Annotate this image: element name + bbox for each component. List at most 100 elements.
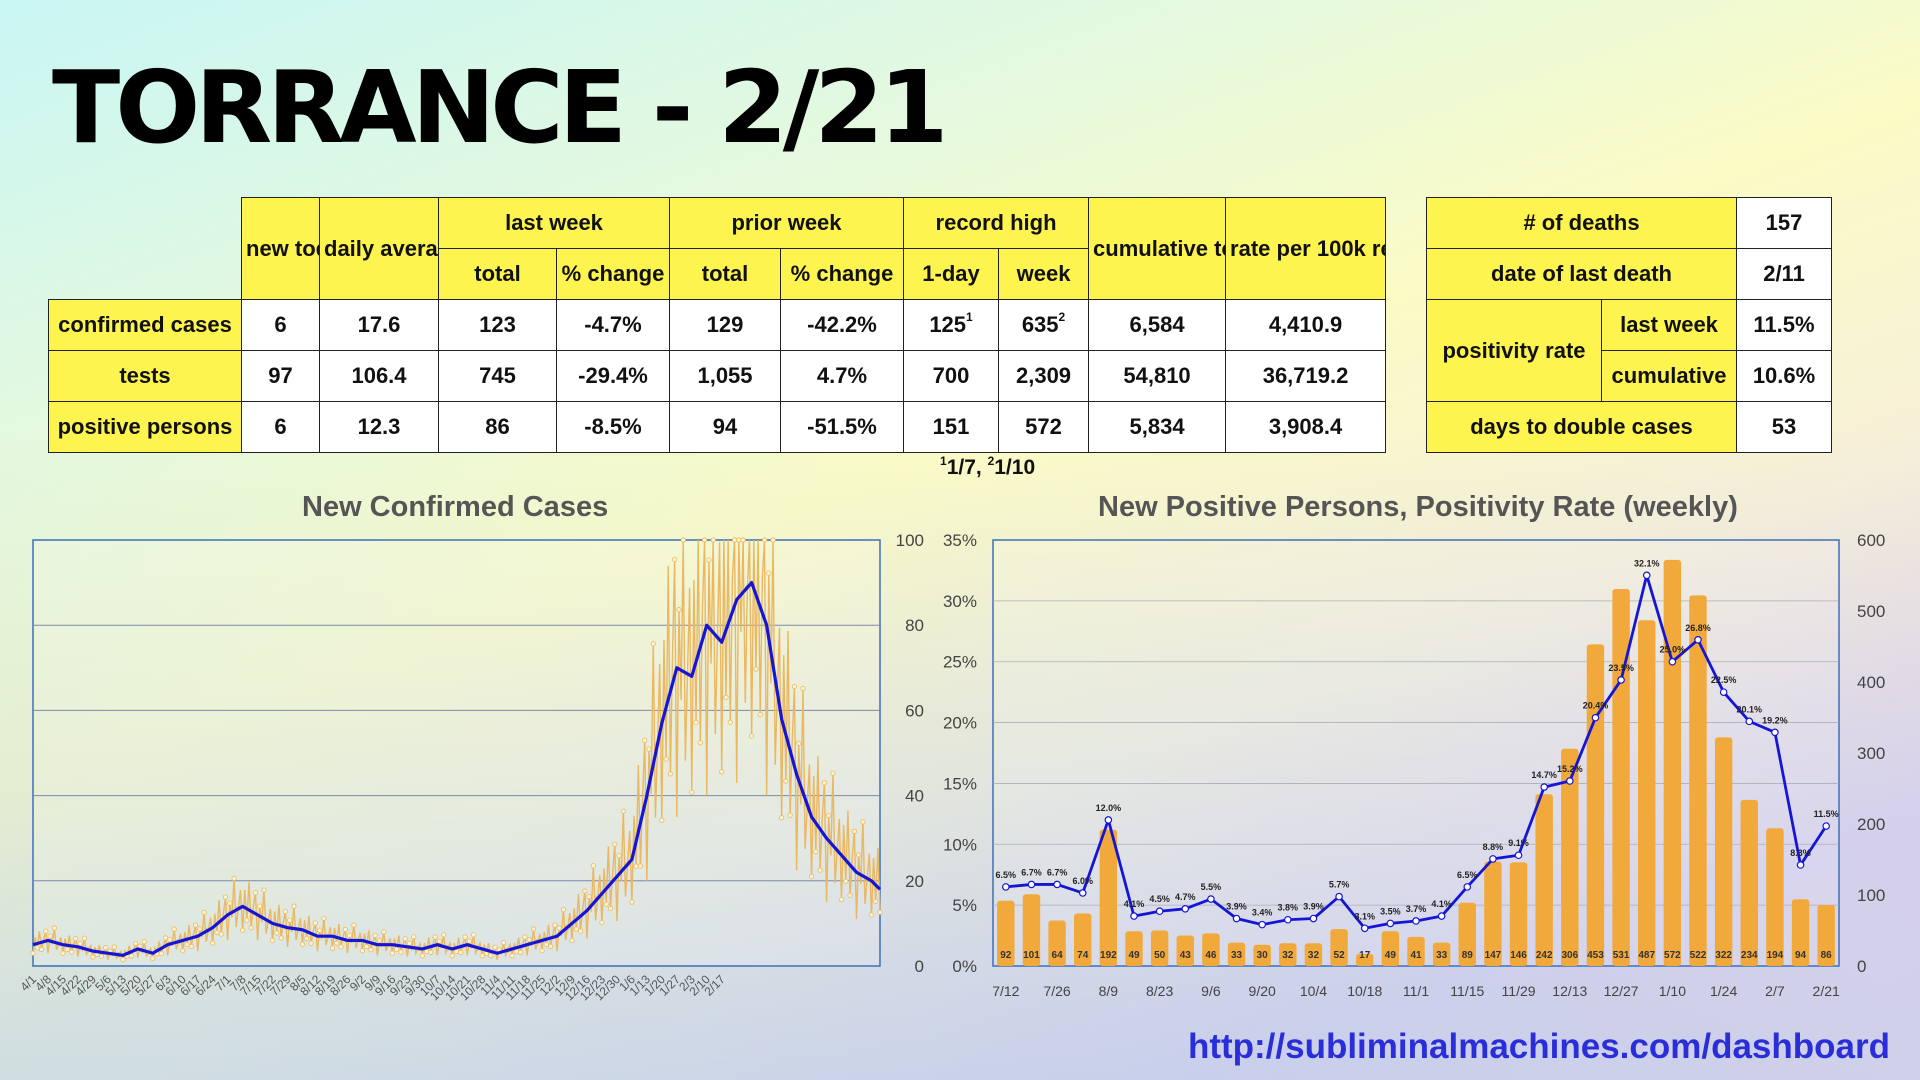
daily-case-point: [629, 899, 635, 905]
daily-case-point: [81, 935, 87, 941]
daily-case-point: [513, 948, 519, 954]
rate-point: [1719, 688, 1728, 696]
daily-case-point: [269, 937, 276, 944]
daily-case-point: [141, 939, 147, 945]
bar: [1279, 943, 1297, 966]
left-axis-tick: 0%: [952, 957, 977, 976]
bar-value-label: 64: [1052, 950, 1064, 961]
cell-pw-total: 129: [669, 299, 781, 351]
bar: [1817, 904, 1835, 966]
x-tick-label: 1/10: [1659, 983, 1686, 999]
rate-point: [1053, 880, 1061, 889]
daily-case-point: [244, 917, 250, 923]
summary-row: date of last death 2/11: [1425, 248, 1833, 300]
daily-case-point: [736, 537, 742, 543]
daily-case-point: [659, 817, 665, 823]
daily-case-point: [334, 940, 340, 946]
cell-new-today: 97: [241, 350, 320, 402]
rate-value-label: 4.5%: [1149, 894, 1170, 904]
cell-cumulative: 54,810: [1088, 350, 1227, 402]
cell-daily-average: 106.4: [319, 350, 439, 402]
daily-case-point: [607, 905, 614, 912]
daily-case-point: [851, 828, 857, 834]
positivity-last-week-value: 11.5%: [1736, 299, 1833, 351]
summary-row: days to double cases 53: [1425, 401, 1833, 453]
dashboard-link[interactable]: http://subliminalmachines.com/dashboard: [1187, 1027, 1890, 1066]
deaths-value: 157: [1736, 197, 1833, 249]
daily-case-point: [43, 928, 49, 934]
bar-value-label: 86: [1821, 950, 1833, 961]
daily-case-point: [103, 945, 109, 951]
bar-value-label: 234: [1741, 950, 1758, 961]
daily-case-point: [637, 863, 644, 869]
header-new-today: new today: [241, 197, 320, 300]
daily-case-point: [287, 917, 293, 923]
daily-case-point: [560, 906, 567, 913]
table-row: tests 97 106.4 745 -29.4% 1,055 4.7% 700…: [48, 350, 1387, 402]
daily-case-point: [133, 940, 139, 947]
bar: [1253, 944, 1271, 966]
daily-case-point: [590, 863, 596, 869]
x-tick-label: 8/23: [1146, 983, 1173, 999]
deaths-label: # of deaths: [1425, 197, 1738, 249]
rate-point: [1232, 914, 1241, 923]
cell-pw-total: 1,055: [669, 350, 781, 402]
header-rate-per-100k: rate per 100k residents: [1225, 197, 1387, 300]
daily-case-point: [586, 894, 592, 900]
footnote-date: 1/10: [994, 456, 1036, 479]
daily-case-point: [646, 746, 652, 752]
daily-case-point: [188, 943, 194, 950]
daily-case-point: [817, 867, 823, 873]
daily-case-point: [163, 935, 169, 941]
cell-record-week: 572: [998, 401, 1090, 453]
page-title: TORRANCE - 2/21: [52, 49, 948, 166]
rate-point: [1796, 861, 1805, 869]
rate-point: [1822, 822, 1830, 830]
bar-value-label: 572: [1664, 950, 1681, 961]
daily-case-point: [830, 770, 836, 776]
daily-case-point: [150, 955, 156, 961]
last-death-value: 2/11: [1736, 248, 1833, 300]
daily-case-point: [432, 934, 438, 940]
daily-case-point: [492, 944, 498, 950]
daily-case-point: [312, 920, 318, 926]
daily-case-point: [197, 926, 203, 932]
rate-value-label: 11.5%: [1814, 809, 1839, 819]
bar-value-label: 89: [1462, 950, 1474, 961]
bar-value-label: 101: [1023, 950, 1040, 961]
daily-case-point: [808, 873, 815, 880]
daily-case-point: [77, 941, 83, 947]
x-tick-label: 7/26: [1043, 983, 1070, 999]
daily-case-point: [582, 888, 588, 894]
daily-case-point: [697, 740, 703, 746]
daily-case-point: [372, 932, 378, 938]
rate-value-label: 3.4%: [1252, 908, 1273, 918]
daily-case-point: [419, 953, 425, 959]
rate-value-label: 3.9%: [1226, 902, 1247, 912]
rate-point: [1412, 917, 1420, 925]
daily-case-point: [257, 903, 263, 909]
rate-value-label: 6.7%: [1047, 867, 1068, 877]
positivity-last-week-label: last week: [1600, 299, 1738, 351]
daily-case-point: [111, 944, 117, 950]
table-header-row: new today daily average last week prior …: [49, 197, 1387, 300]
right-axis-tick: 500: [1857, 602, 1885, 621]
daily-case-point: [672, 556, 678, 563]
daily-case-point: [757, 712, 763, 718]
daily-case-point: [274, 930, 280, 936]
y-tick-label: 40: [905, 787, 924, 806]
cell-rate: 36,719.2: [1225, 350, 1387, 402]
daily-case-point: [210, 940, 216, 946]
daily-case-point: [650, 641, 656, 647]
daily-case-point: [167, 937, 173, 943]
right-axis-tick: 100: [1857, 886, 1885, 905]
positivity-label: positivity rate: [1426, 299, 1602, 402]
daily-case-point: [60, 950, 66, 956]
rate-value-label: 3.8%: [1278, 903, 1299, 913]
daily-case-point: [556, 925, 562, 931]
daily-case-point: [222, 894, 229, 900]
daily-case-point: [826, 812, 832, 819]
bar: [1766, 828, 1784, 966]
header-lw-total: total: [438, 248, 557, 300]
bar: [1048, 920, 1066, 966]
